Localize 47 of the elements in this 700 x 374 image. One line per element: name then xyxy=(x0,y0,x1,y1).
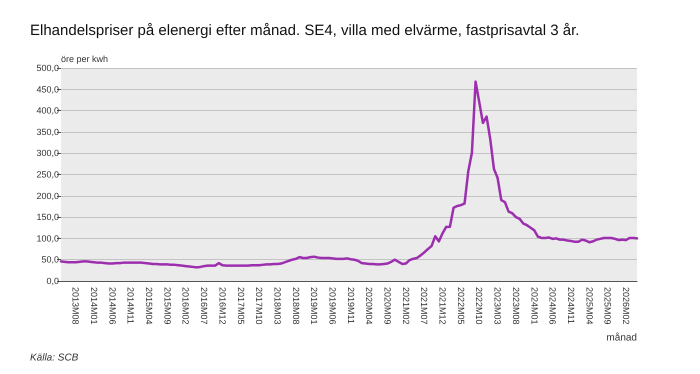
x-tick-label: 2017M10 xyxy=(254,287,264,325)
x-tick-label: 2014M01 xyxy=(89,287,100,325)
x-tick-label: 2013M08 xyxy=(70,287,81,325)
y-axis-title: öre per kwh xyxy=(61,54,108,64)
x-tick-label: 2024M01 xyxy=(529,287,540,325)
x-tick-label: 2021M02 xyxy=(400,287,411,325)
line-series xyxy=(60,80,638,269)
x-tick-label: 2023M08 xyxy=(510,287,521,325)
x-tick-label: 2019M01 xyxy=(309,287,320,325)
x-tick-label: 2026M02 xyxy=(620,287,631,325)
x-tick-label: 2014M11 xyxy=(126,287,136,324)
x-tick-label: 2019M06 xyxy=(327,287,338,325)
text: Källa: SCB xyxy=(30,352,79,364)
x-tick-label: 2018M03 xyxy=(272,287,282,325)
y-tick-label: 400,0 xyxy=(36,106,59,116)
x-tick-label: 2022M05 xyxy=(456,287,466,325)
y-tick-label: 350,0 xyxy=(36,126,59,137)
x-tick-label: 2016M02 xyxy=(180,287,191,325)
y-tick-label: 300,0 xyxy=(36,148,59,158)
x-tick-label: 2018M08 xyxy=(290,287,301,325)
x-tick-label: 2021M12 xyxy=(438,287,448,325)
chart-title: Elhandelspriser på elenergi efter månad. SE4, villa med elvärme, fastprisavtal 3 år. xyxy=(30,22,580,39)
x-tick-label: 2015M04 xyxy=(144,287,154,325)
x-tick-label: 2025M04 xyxy=(584,287,594,325)
x-tick-label: 2014M06 xyxy=(107,287,118,325)
y-tick-label: 50,0 xyxy=(41,254,59,265)
y-tick-label: 0,0 xyxy=(46,276,59,286)
x-tick-label: 2016M12 xyxy=(217,287,228,325)
y-tick-label: 250,0 xyxy=(36,170,59,180)
y-tick-label: 500,0 xyxy=(36,63,59,73)
x-tick-label: 2020M04 xyxy=(364,287,374,325)
x-tick-label: 2023M03 xyxy=(492,287,503,325)
y-tick-label: 150,0 xyxy=(36,212,59,222)
x-tick-label: 2015M09 xyxy=(162,287,172,325)
y-tick-label: 450,0 xyxy=(36,84,59,94)
x-tick-label: 2024M06 xyxy=(548,287,558,325)
x-tick-label: 2024M11 xyxy=(566,287,576,324)
x-tick-label: 2025M09 xyxy=(602,287,613,325)
x-tick-label: 2022M10 xyxy=(474,287,484,325)
x-tick-label: 2017M05 xyxy=(236,287,246,325)
x-axis-title: månad xyxy=(606,332,637,344)
x-tick-label: 2021M07 xyxy=(419,287,430,325)
y-tick-label: 100,0 xyxy=(36,233,59,244)
x-tick-label: 2016M07 xyxy=(199,287,210,325)
x-tick-label: 2020M09 xyxy=(382,287,393,325)
y-tick-label: 200,0 xyxy=(36,190,59,201)
x-tick-label: 2019M11 xyxy=(346,287,356,324)
